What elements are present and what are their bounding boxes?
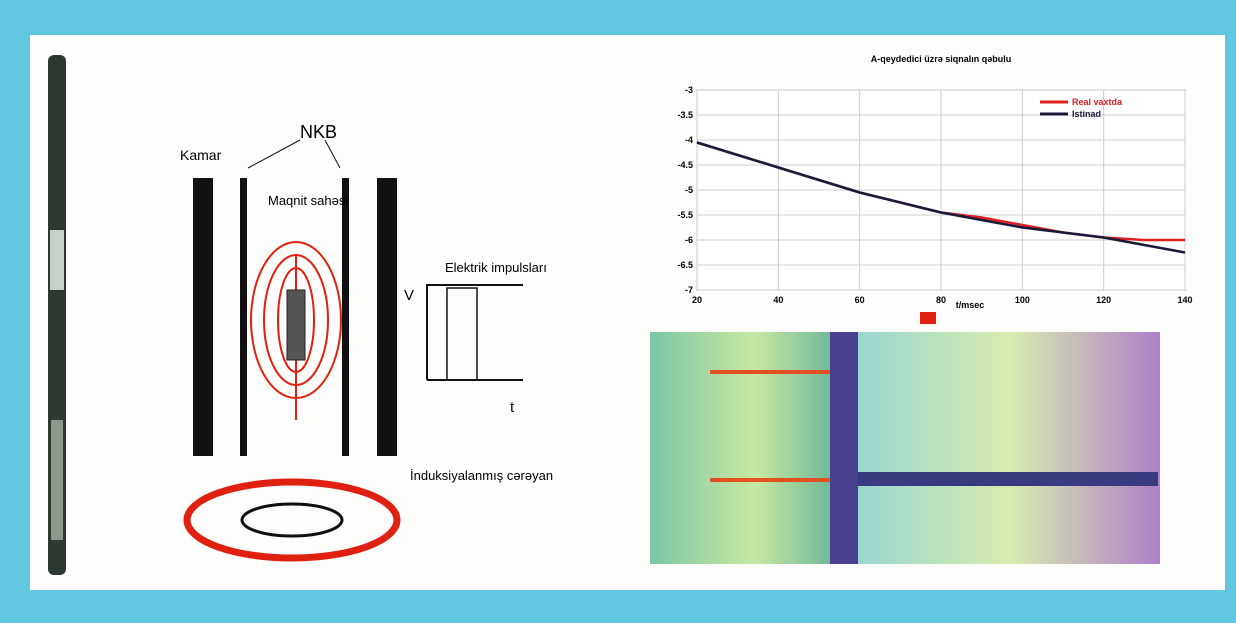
x-tick-label: 40 (773, 295, 783, 305)
x-axis-label: t/msec (956, 300, 985, 310)
y-tick-label: -3.5 (677, 110, 693, 120)
legend-label: Istinad (1072, 109, 1101, 119)
y-tick-label: -4.5 (677, 160, 693, 170)
y-tick-label: -4 (685, 135, 693, 145)
label: Kamar (180, 147, 222, 163)
y-tick-label: -6 (685, 235, 693, 245)
slide: NKB Kamar Maqnit sahəsi Elektrik impulsl… (0, 0, 1236, 618)
x-tick-label: 80 (936, 295, 946, 305)
tool (48, 55, 66, 575)
x-tick-label: 120 (1096, 295, 1111, 305)
label: İnduksiyalanmış cərəyan (410, 468, 553, 483)
legend-label: Real vaxtda (1072, 97, 1123, 107)
label: NKB (300, 122, 337, 142)
y-tick-label: -5.5 (677, 210, 693, 220)
x-tick-label: 20 (692, 295, 702, 305)
y-tick-label: -3 (685, 85, 693, 95)
chart-title: A-qeydedici üzrə siqnalın qəbulu (871, 54, 1012, 64)
label: Elektrik impulsları (445, 260, 547, 275)
log-image (650, 312, 1160, 564)
x-tick-label: 100 (1015, 295, 1030, 305)
label: Maqnit sahəsi (268, 193, 348, 208)
x-tick-label: 140 (1177, 295, 1192, 305)
y-tick-label: -6.5 (677, 260, 693, 270)
chart: A-qeydedici üzrə siqnalın qəbulu -3 -3.5 -4… (677, 54, 1192, 310)
x-tick-label: 60 (855, 295, 865, 305)
y-tick-label: -5 (685, 185, 693, 195)
label: V (404, 287, 414, 304)
y-tick-label: -7 (685, 285, 693, 295)
page: NKB Kamar Maqnit sahəsi Elektrik impulsl… (0, 0, 1236, 618)
